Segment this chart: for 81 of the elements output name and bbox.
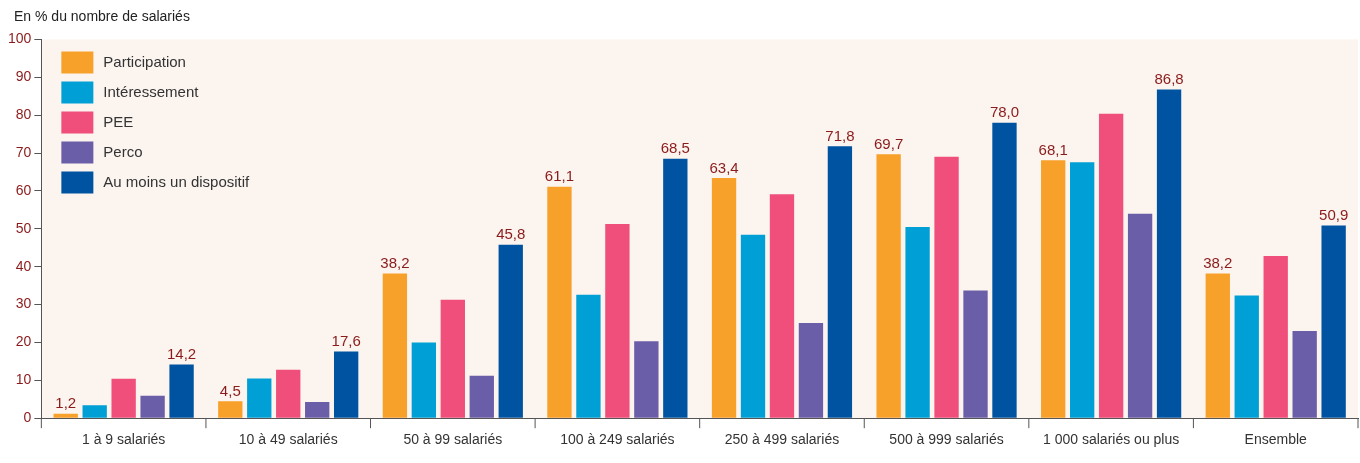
bar: [218, 401, 243, 418]
bar: [140, 395, 165, 418]
legend-label: Intéressement: [103, 82, 200, 100]
bar: [276, 369, 301, 418]
bar: [711, 178, 737, 418]
bar: [827, 146, 853, 418]
bar: [576, 294, 601, 418]
bar: [963, 290, 988, 418]
bar: [1234, 295, 1259, 418]
x-tick-label: 100 à 249 salariés: [560, 431, 675, 448]
bar: [1156, 89, 1182, 418]
y-tick-label: 50: [15, 219, 32, 236]
y-axis-title: En % du nombre de salariés: [14, 8, 190, 24]
y-tick-label: 10: [15, 371, 32, 388]
bar: [1070, 162, 1095, 418]
bar: [634, 341, 659, 418]
data-label: 68,5: [660, 139, 690, 157]
bar: [440, 299, 465, 418]
data-label: 17,6: [331, 332, 361, 350]
bar: [934, 156, 959, 418]
bar: [1292, 331, 1317, 418]
y-tick-label: 70: [15, 143, 32, 160]
bar: [111, 378, 136, 418]
legend-label: Perco: [103, 142, 143, 160]
y-tick-label: 90: [15, 68, 32, 85]
bar: [334, 351, 359, 418]
data-label: 14,2: [166, 345, 197, 363]
bar: [169, 364, 194, 418]
bar: [1098, 113, 1124, 418]
x-tick-label: 250 à 499 salariés: [724, 431, 840, 448]
legend-label: Participation: [103, 52, 186, 70]
x-tick-label: Ensemble: [1244, 431, 1308, 448]
legend-label: PEE: [103, 112, 134, 130]
x-tick-label: 500 à 999 salariés: [889, 431, 1004, 448]
data-label: 61,1: [544, 167, 575, 185]
y-tick-label: 20: [15, 333, 32, 350]
bar: [1263, 256, 1288, 418]
bar: [1205, 273, 1230, 418]
data-label: 78,0: [989, 103, 1020, 121]
bar: [605, 223, 630, 418]
data-label: 50,9: [1319, 206, 1349, 224]
y-tick-label: 100: [8, 30, 32, 47]
data-label: 38,2: [1203, 254, 1233, 272]
x-tick-label: 10 à 49 salariés: [238, 431, 338, 448]
data-label: 68,1: [1038, 140, 1068, 158]
bar: [547, 186, 572, 418]
bar: [1321, 225, 1346, 418]
y-tick-label: 30: [15, 295, 32, 312]
bar: [798, 323, 824, 418]
data-label: 71,8: [825, 126, 855, 144]
legend-label: Au moins un dispositif: [103, 172, 251, 190]
y-tick-label: 60: [15, 181, 32, 198]
y-tick-label: 40: [15, 257, 32, 274]
x-tick-label: 50 à 99 salariés: [403, 431, 503, 448]
data-label: 4,5: [219, 381, 241, 399]
bar: [382, 273, 408, 418]
y-tick-label: 0: [23, 409, 32, 426]
bar: [469, 375, 494, 418]
bar: [247, 378, 272, 418]
data-label: 63,4: [709, 158, 739, 176]
bar: [305, 401, 330, 418]
bar: [1127, 213, 1153, 418]
bar: [1041, 160, 1066, 418]
data-label: 38,2: [380, 254, 410, 272]
bar: [498, 244, 523, 418]
bar: [992, 122, 1017, 418]
data-label: 69,7: [874, 134, 904, 152]
bar: [53, 413, 78, 418]
data-label: 86,8: [1154, 70, 1184, 88]
data-label: 1,2: [55, 394, 77, 412]
bar: [769, 194, 795, 418]
bar: [876, 154, 901, 418]
x-tick-label: 1 000 salariés ou plus: [1043, 431, 1180, 448]
bar: [740, 234, 766, 418]
y-tick-label: 80: [15, 106, 32, 123]
bar: [82, 405, 107, 418]
bar: [905, 226, 930, 418]
bar: [411, 342, 437, 418]
bar: [663, 158, 688, 418]
x-tick-label: 1 à 9 salariés: [82, 431, 166, 448]
data-label: 45,8: [496, 225, 526, 243]
